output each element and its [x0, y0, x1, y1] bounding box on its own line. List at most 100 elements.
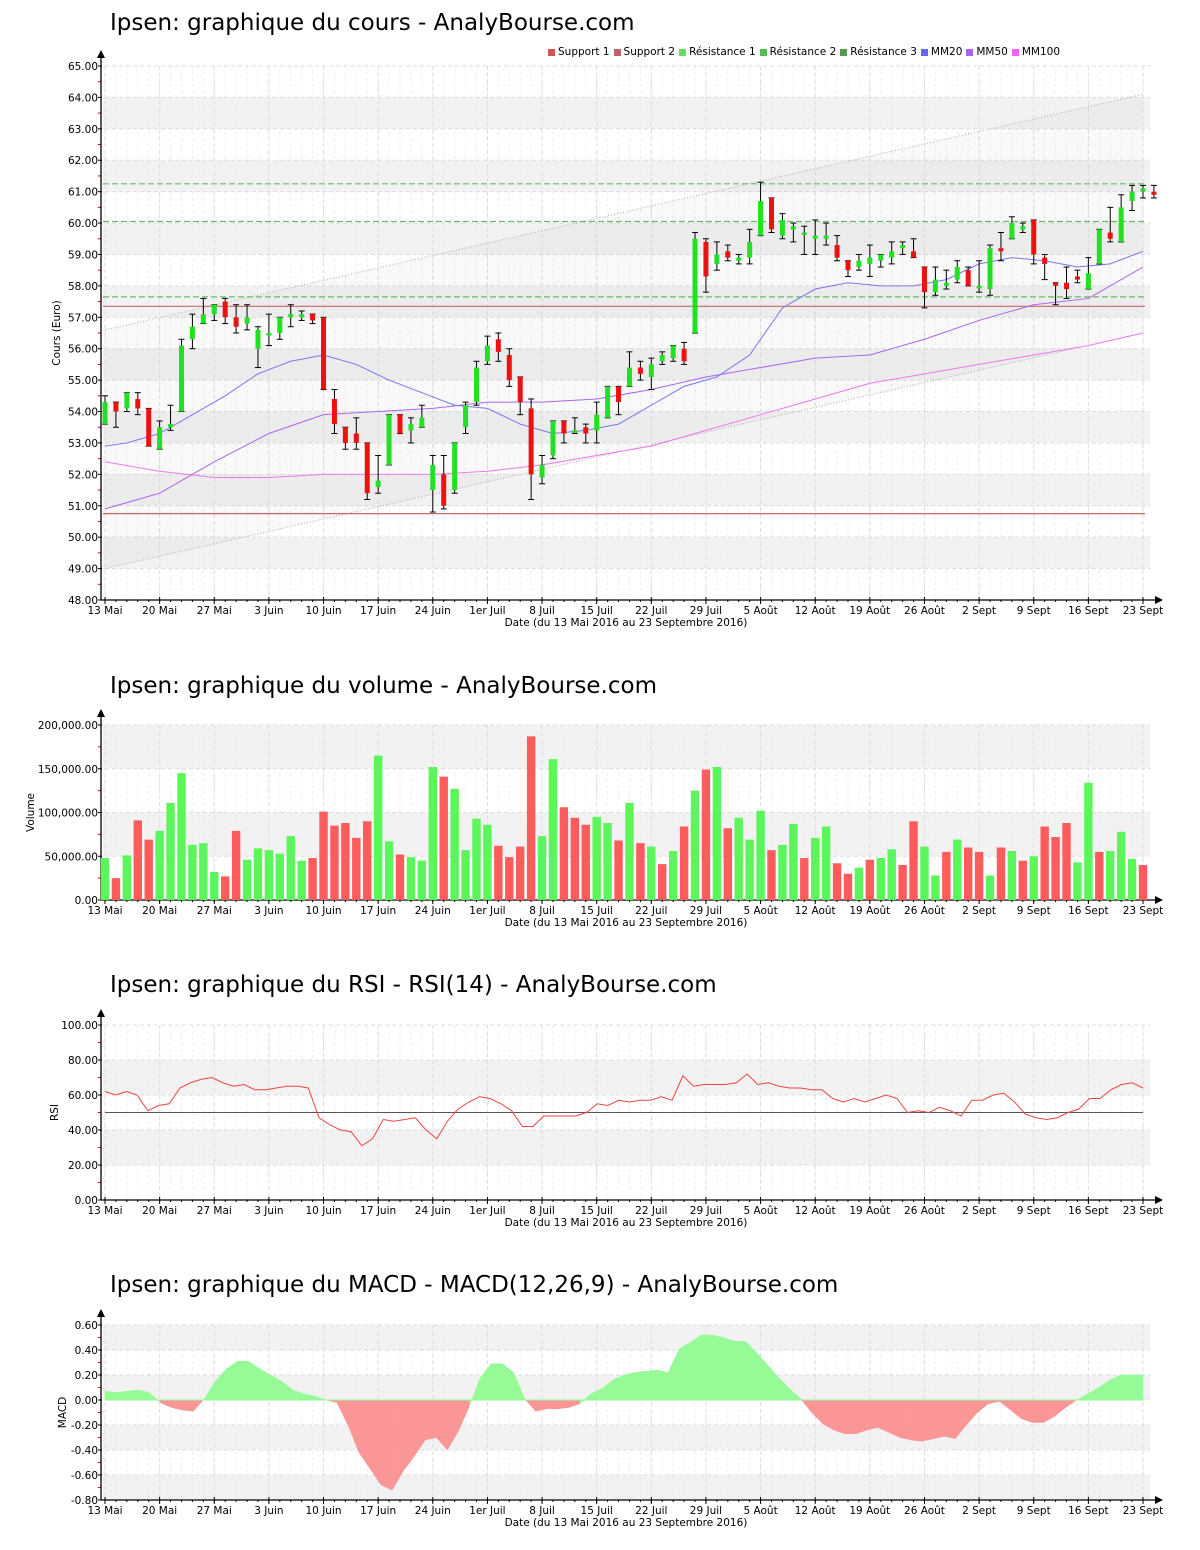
candlestick	[943, 269, 950, 290]
candlestick	[582, 423, 589, 444]
x-tick-label: 17 Juin	[360, 605, 396, 617]
x-tick-label: 23 Sept	[1123, 605, 1164, 617]
volume-bar	[658, 864, 667, 900]
legend-item-mm20: MM20	[920, 46, 962, 58]
legend-item-support-2: Support 2	[613, 46, 676, 58]
candlestick	[222, 297, 229, 325]
macd-area	[667, 1348, 680, 1401]
macd-area	[424, 1399, 437, 1441]
y-tick-label: 57.00	[68, 312, 98, 324]
volume-bar	[384, 841, 394, 900]
y-tick-label: 52.00	[68, 469, 98, 481]
volume-bar	[133, 820, 142, 900]
volume-bar	[1138, 865, 1148, 900]
x-tick-label: 3 Juin	[254, 905, 283, 917]
x-tick-label: 13 Mai	[87, 1205, 122, 1217]
x-tick-label: 2 Sept	[962, 1205, 996, 1217]
macd-area	[1120, 1374, 1133, 1401]
candlestick	[244, 304, 251, 331]
volume-bar	[854, 867, 864, 900]
candlestick	[768, 197, 775, 233]
x-tick-label: 20 Mai	[142, 905, 177, 917]
volume-bar	[428, 767, 437, 900]
volume-bar	[461, 850, 470, 900]
volume-bar	[122, 855, 132, 900]
x-tick-label: 20 Mai	[142, 1505, 177, 1517]
y-tick-label: 59.00	[68, 249, 98, 261]
volume-bar	[756, 810, 765, 900]
candlestick	[746, 228, 753, 265]
legend-label: Support 2	[623, 46, 676, 58]
volume-bar	[352, 837, 361, 900]
candlestick	[134, 392, 141, 416]
candlestick	[407, 417, 414, 444]
candlestick	[309, 313, 316, 325]
candlestick	[921, 266, 928, 309]
volume-bar	[1073, 862, 1082, 900]
macd-area	[690, 1334, 702, 1401]
volume-bar	[985, 875, 995, 900]
x-tick-label: 13 Mai	[87, 605, 122, 617]
x-tick-label: 23 Sept	[1123, 1505, 1164, 1517]
y-tick-label: 200,000.00	[38, 720, 98, 732]
x-tick-label: 23 Sept	[1123, 905, 1164, 917]
volume-bar	[395, 854, 405, 900]
candlestick	[626, 351, 633, 387]
x-tick-label: 27 Mai	[197, 1505, 232, 1517]
volume-bar	[1106, 851, 1115, 900]
volume-bar	[832, 863, 842, 900]
volume-bar	[931, 875, 940, 900]
x-tick-label: 10 Juin	[306, 1205, 342, 1217]
x-tick-label: 19 Août	[849, 905, 890, 917]
candlestick	[1019, 222, 1026, 233]
volume-bar	[297, 860, 306, 900]
x-tick-label: 24 Juin	[415, 605, 451, 617]
candlestick	[812, 219, 819, 255]
candlestick	[670, 345, 677, 362]
candlestick	[855, 253, 862, 271]
volume-bar	[996, 847, 1006, 900]
legend-swatch	[966, 48, 974, 56]
x-tick-label: 20 Mai	[142, 1205, 177, 1217]
candlestick	[342, 426, 349, 450]
volume-bar	[767, 850, 776, 900]
x-tick-label: 10 Juin	[306, 605, 342, 617]
volume-bar	[308, 858, 317, 900]
candlestick	[331, 389, 338, 435]
y-tick-label: 63.00	[68, 124, 98, 136]
macd-area	[888, 1399, 901, 1438]
volume-bar	[548, 759, 558, 900]
volume-bar	[1029, 856, 1038, 900]
legend-item-support-1: Support 1	[548, 46, 610, 58]
volume-bar	[144, 839, 153, 900]
macd-area	[535, 1399, 547, 1412]
volume-bar	[778, 844, 787, 900]
macd-area	[557, 1399, 570, 1410]
candlestick	[440, 455, 447, 510]
candlestick	[462, 401, 469, 435]
volume-bar	[559, 807, 569, 900]
macd-area	[1131, 1374, 1144, 1401]
volume-bar	[865, 859, 875, 900]
candlestick	[506, 348, 513, 387]
y-tick-label: 55.00	[68, 375, 98, 387]
macd-area	[171, 1399, 183, 1411]
macd-area	[844, 1399, 857, 1434]
candlestick	[353, 417, 360, 450]
y-tick-label: -0.20	[71, 1420, 98, 1432]
y-tick-label: -0.40	[71, 1445, 98, 1457]
candlestick	[735, 253, 742, 265]
legend-label: Support 1	[558, 46, 610, 58]
x-tick-label: 13 Mai	[87, 905, 122, 917]
x-tick-label: 29 Juil	[690, 605, 722, 617]
y-tick-label: 51.00	[68, 501, 98, 513]
x-tick-label: 17 Juin	[360, 905, 396, 917]
candlestick	[145, 407, 152, 447]
x-tick-label: 15 Juil	[581, 605, 613, 617]
candlestick	[834, 235, 841, 262]
x-tick-label: 22 Juil	[635, 905, 667, 917]
macd-area	[734, 1341, 746, 1401]
macd-area	[115, 1390, 128, 1401]
y-tick-label: 150,000.00	[38, 764, 98, 776]
